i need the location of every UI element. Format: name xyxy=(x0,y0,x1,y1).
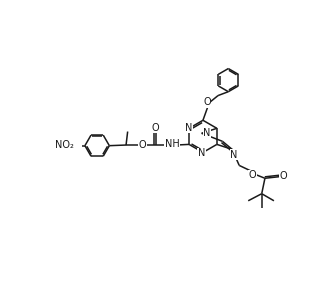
Text: O: O xyxy=(203,97,211,107)
Text: O: O xyxy=(249,170,256,180)
Text: N: N xyxy=(185,123,192,133)
Text: N: N xyxy=(204,128,211,138)
Text: O: O xyxy=(280,171,288,181)
Text: O: O xyxy=(152,123,159,133)
Text: NO₂: NO₂ xyxy=(55,140,74,150)
Text: N: N xyxy=(198,148,205,158)
Text: N: N xyxy=(230,150,237,160)
Text: O: O xyxy=(139,140,146,150)
Text: NH: NH xyxy=(165,139,180,150)
